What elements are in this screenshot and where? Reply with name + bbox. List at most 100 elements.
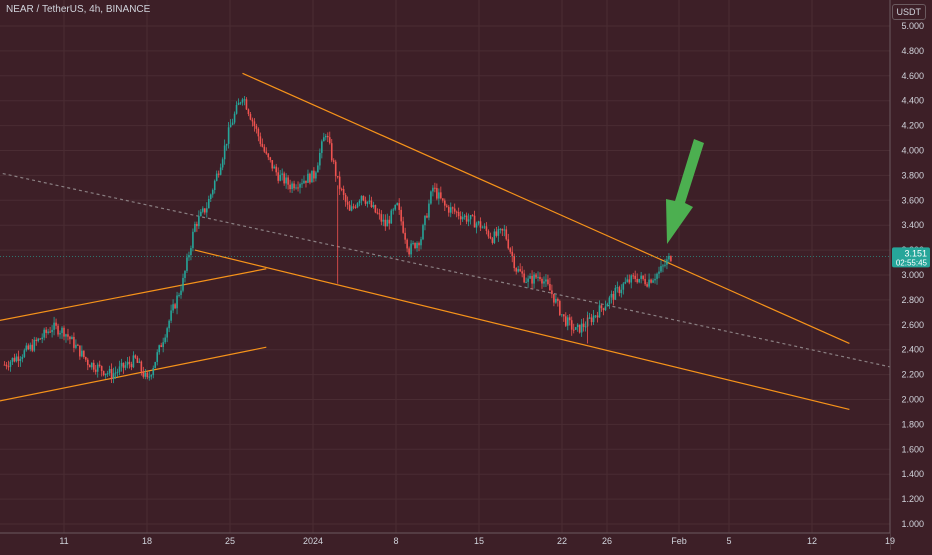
candle-body bbox=[479, 221, 482, 228]
candle-body bbox=[511, 251, 514, 257]
candle-body bbox=[249, 114, 252, 120]
candle-body bbox=[21, 356, 24, 359]
candle-body bbox=[229, 124, 232, 128]
candle-body bbox=[305, 180, 307, 183]
candle-body bbox=[422, 225, 424, 240]
y-tick-label: 3.800 bbox=[901, 170, 924, 180]
candle-body bbox=[557, 298, 559, 301]
candle-body bbox=[348, 204, 351, 211]
candle-body bbox=[156, 352, 159, 362]
candle-body bbox=[168, 320, 170, 329]
candle-body bbox=[279, 174, 281, 181]
x-tick-label: 15 bbox=[474, 536, 484, 546]
candle-body bbox=[582, 323, 585, 327]
candle-body bbox=[319, 152, 321, 166]
candle-body bbox=[338, 176, 341, 189]
candle-body bbox=[27, 345, 30, 350]
candle-body bbox=[402, 221, 404, 233]
candle-body bbox=[257, 128, 260, 137]
candle-body bbox=[299, 184, 301, 188]
candle-body bbox=[140, 361, 143, 372]
candle-body bbox=[360, 195, 363, 201]
candle-body bbox=[392, 209, 395, 211]
candle-body bbox=[178, 294, 180, 296]
candle-body bbox=[501, 228, 504, 231]
candle-body bbox=[182, 277, 184, 291]
candle-body bbox=[465, 215, 468, 222]
candle-body bbox=[88, 365, 91, 368]
candle-body bbox=[455, 211, 458, 213]
candle-body bbox=[572, 329, 575, 331]
candle-body bbox=[243, 99, 246, 101]
candle-body bbox=[574, 327, 577, 330]
candle-body bbox=[410, 243, 412, 255]
candle-body bbox=[640, 275, 642, 279]
currency-button[interactable]: USDT bbox=[891, 4, 926, 20]
candle-body bbox=[543, 281, 545, 284]
candle-body bbox=[644, 278, 646, 285]
trendline[interactable] bbox=[0, 346, 267, 412]
candle-body bbox=[211, 189, 214, 195]
candle-body bbox=[96, 364, 99, 372]
candle-body bbox=[245, 99, 248, 110]
candle-body bbox=[555, 298, 557, 303]
candle-body bbox=[561, 314, 563, 316]
candle-body bbox=[342, 189, 345, 195]
candle-body bbox=[297, 187, 299, 189]
candle-body bbox=[515, 268, 517, 272]
y-tick-label: 4.800 bbox=[901, 46, 924, 56]
candle-body bbox=[239, 102, 242, 104]
candle-body bbox=[164, 337, 166, 343]
x-tick-label: 25 bbox=[225, 536, 235, 546]
candle-body bbox=[513, 256, 516, 269]
candle-body bbox=[146, 372, 149, 378]
trendline[interactable] bbox=[194, 249, 850, 411]
candle-body bbox=[430, 191, 432, 204]
candle-body bbox=[259, 136, 262, 144]
candle-body bbox=[63, 327, 65, 337]
candle-body bbox=[11, 357, 14, 362]
candle-body bbox=[328, 137, 331, 144]
trendline[interactable] bbox=[0, 148, 898, 369]
candle-body bbox=[158, 345, 160, 353]
trendline[interactable] bbox=[0, 268, 267, 331]
candle-body bbox=[620, 289, 623, 294]
candle-body bbox=[192, 231, 194, 249]
candle-body bbox=[646, 284, 648, 287]
candle-body bbox=[596, 315, 599, 318]
candle-body bbox=[71, 336, 73, 340]
candle-body bbox=[497, 229, 500, 236]
candle-body bbox=[467, 219, 470, 222]
candle-body bbox=[79, 345, 81, 357]
candle-body bbox=[112, 373, 115, 379]
candle-body bbox=[445, 205, 448, 207]
candle-body bbox=[253, 121, 256, 127]
candle-body bbox=[267, 153, 270, 158]
candle-body bbox=[616, 287, 619, 289]
candle-body bbox=[323, 137, 325, 142]
candle-body bbox=[283, 173, 285, 184]
price-badge-box bbox=[892, 247, 930, 268]
candle-body bbox=[509, 248, 512, 252]
candle-body bbox=[293, 183, 295, 189]
candle-body bbox=[547, 279, 549, 285]
candle-body bbox=[326, 135, 329, 138]
trendline[interactable] bbox=[242, 72, 850, 345]
candle-body bbox=[61, 327, 63, 333]
candle-body bbox=[235, 105, 238, 114]
candle-body bbox=[636, 278, 638, 283]
candle-body bbox=[13, 357, 16, 362]
candle-body bbox=[376, 212, 379, 214]
candle-body bbox=[590, 317, 593, 323]
candle-body bbox=[307, 173, 309, 183]
candle-body bbox=[650, 279, 652, 283]
candle-body bbox=[227, 127, 230, 144]
x-tick-label: 11 bbox=[59, 536, 68, 546]
candle-body bbox=[610, 293, 613, 298]
candle-body bbox=[670, 256, 672, 262]
candle-body bbox=[378, 213, 381, 215]
candle-body bbox=[289, 184, 291, 190]
candle-body bbox=[656, 273, 658, 279]
